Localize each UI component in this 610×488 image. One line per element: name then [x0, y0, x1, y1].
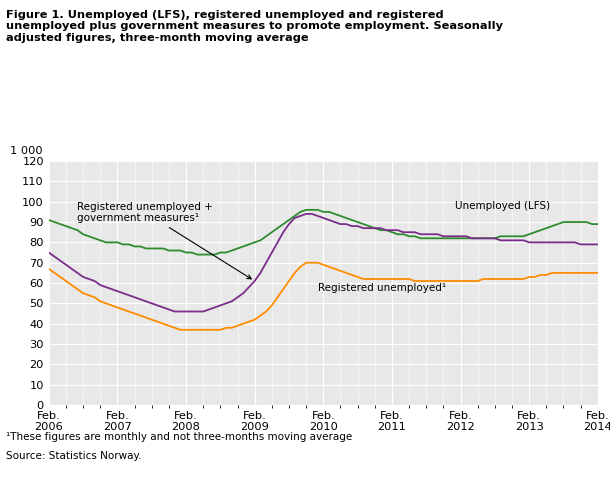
Text: Registered unemployed¹: Registered unemployed¹	[318, 283, 446, 293]
Text: ¹These figures are monthly and not three-months moving average: ¹These figures are monthly and not three…	[6, 432, 353, 442]
Text: Figure 1. Unemployed (LFS), registered unemployed and registered
unemployed plus: Figure 1. Unemployed (LFS), registered u…	[6, 10, 503, 43]
Text: Source: Statistics Norway.: Source: Statistics Norway.	[6, 451, 142, 461]
Text: Registered unemployed +
government measures¹: Registered unemployed + government measu…	[77, 202, 251, 279]
Text: 1 000: 1 000	[10, 146, 43, 156]
Text: Unemployed (LFS): Unemployed (LFS)	[455, 201, 550, 211]
